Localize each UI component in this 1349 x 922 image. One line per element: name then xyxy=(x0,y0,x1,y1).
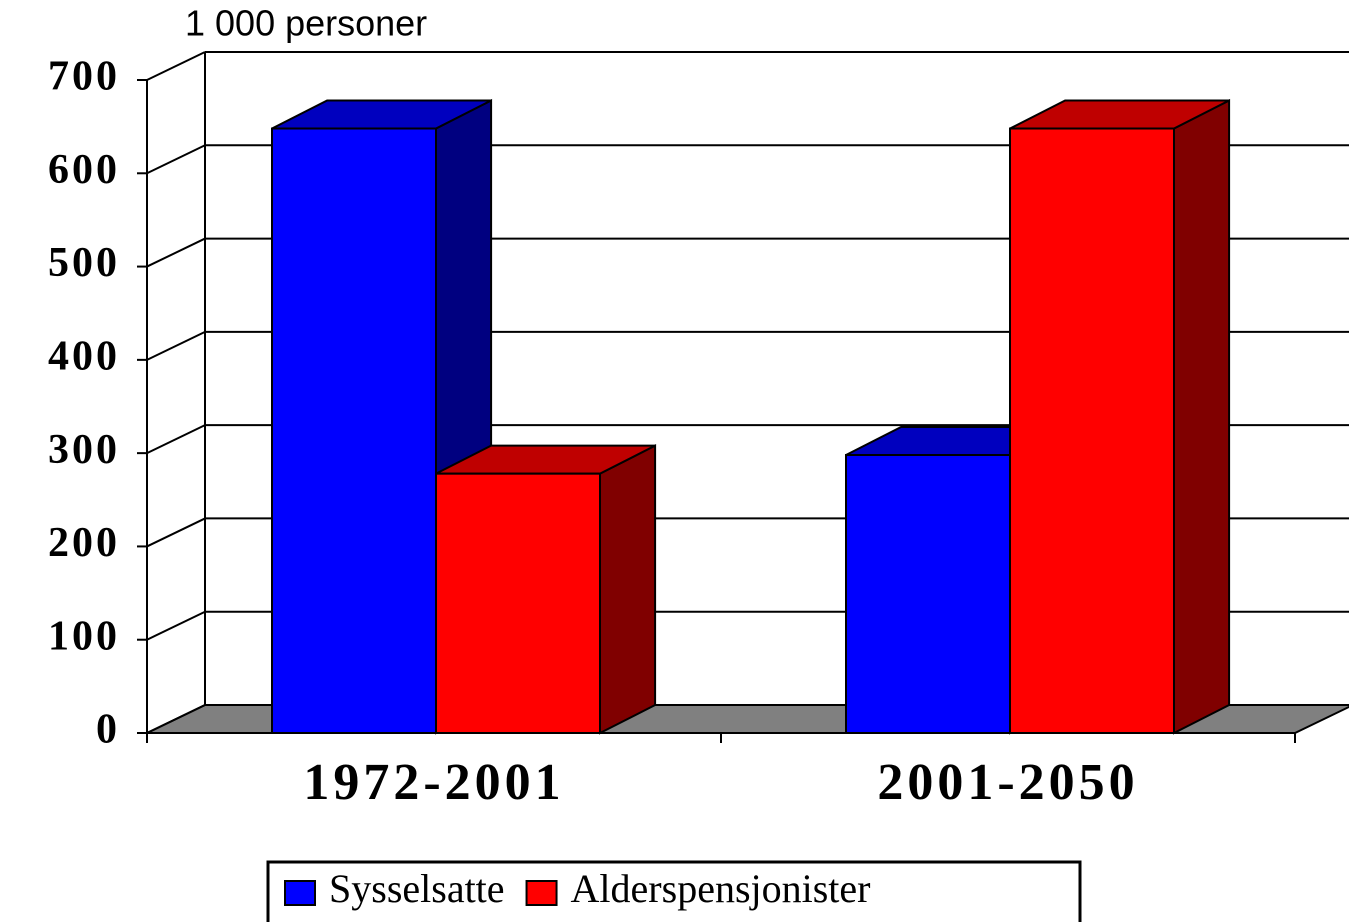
wall-tick xyxy=(146,610,206,641)
y-tick-label: 0 xyxy=(96,707,120,753)
x-tick-label: 1972-2001 xyxy=(303,754,564,811)
bar xyxy=(271,127,437,735)
bar xyxy=(845,454,1011,734)
bar-side xyxy=(1173,98,1231,735)
legend-swatch xyxy=(525,880,558,906)
legend-box xyxy=(266,860,1082,922)
y-tick-label: 300 xyxy=(48,427,120,473)
bar-side xyxy=(599,444,657,735)
wall-tick xyxy=(146,237,206,268)
wall-tick xyxy=(146,144,206,175)
y-tick-label: 400 xyxy=(48,333,120,379)
y-tick-label: 500 xyxy=(48,240,120,286)
y-tick-label: 700 xyxy=(48,54,120,100)
x-tick-label: 2001-2050 xyxy=(877,754,1138,811)
bar xyxy=(435,472,601,734)
legend-swatch xyxy=(284,880,316,906)
y-tick-label: 200 xyxy=(48,520,120,566)
wall-tick xyxy=(146,51,206,81)
wall-tick xyxy=(146,330,206,361)
bar xyxy=(1009,127,1175,735)
legend-label: Alderspensjonister xyxy=(571,866,871,911)
y-tick-label: 100 xyxy=(48,613,120,659)
wall-tick xyxy=(146,424,206,455)
wall-tick xyxy=(146,704,206,734)
axis-title: 1 000 personer xyxy=(185,3,427,44)
wall-tick xyxy=(146,517,206,548)
legend-label: Sysselsatte xyxy=(329,866,505,911)
y-tick-label: 600 xyxy=(48,147,120,193)
